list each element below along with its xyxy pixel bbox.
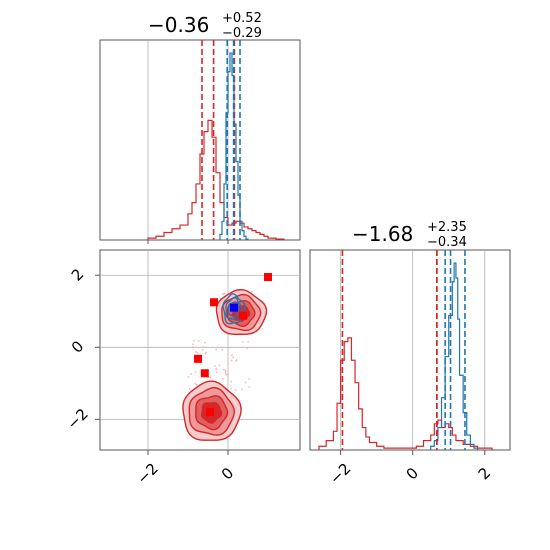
scatter-point	[223, 292, 226, 295]
blue-contour	[227, 301, 240, 318]
scatter-point	[248, 385, 251, 388]
title-superscript: +0.52	[222, 11, 262, 26]
scatter-point	[230, 354, 233, 357]
scatter-point	[204, 341, 206, 344]
scatter-point	[195, 351, 197, 353]
red-marker	[206, 408, 214, 417]
blue-contour	[222, 293, 246, 325]
histogram-content	[147, 40, 285, 240]
scatter-point	[204, 352, 207, 355]
scatter-point	[201, 348, 204, 351]
panel-top-left-histogram: −0.36 +0.52 −0.29	[99, 11, 301, 244]
scatter-point	[251, 290, 253, 293]
red-marker	[200, 369, 209, 378]
scatter-point	[234, 359, 237, 362]
red-marker	[239, 311, 248, 320]
scatter-point	[221, 348, 224, 351]
x-tick-label: 2	[475, 464, 494, 483]
scatter-point	[202, 345, 205, 348]
scatter-point	[229, 346, 232, 349]
title-subscript: −0.29	[222, 26, 262, 41]
scatter-point	[232, 356, 235, 359]
scatter-point	[224, 371, 227, 374]
scatter-point	[230, 359, 233, 362]
blue-marker	[230, 303, 238, 312]
blue-series-histogram	[430, 262, 479, 450]
scatter-point	[224, 369, 227, 372]
scatter-point	[187, 376, 190, 378]
scatter-point	[215, 368, 217, 371]
histogram-content	[318, 250, 493, 450]
title-value: −1.68	[352, 222, 413, 246]
scatter-point	[248, 378, 251, 380]
red-marker	[210, 298, 218, 307]
panel-bottom-right-histogram: −2 0 2 −1.68 +2.35 −0.34	[309, 220, 511, 488]
grid	[340, 250, 486, 450]
axis-ticks: −2 0 2	[326, 450, 494, 488]
scatter-point	[225, 373, 228, 376]
blue-contour	[225, 296, 243, 321]
scatter-point	[198, 340, 200, 342]
x-tick-label: −2	[133, 459, 161, 487]
scatter-point	[244, 381, 247, 384]
x-tick-label: 0	[403, 464, 422, 483]
panel-frame	[99, 39, 301, 241]
red-marker	[264, 273, 272, 282]
panel-title-top-left: −0.36	[148, 13, 209, 37]
scatter-point	[194, 371, 197, 374]
y-tick-label: 0	[68, 337, 87, 356]
scatter-point	[241, 388, 243, 391]
scatter-point	[190, 373, 192, 375]
scatter-point	[215, 371, 218, 374]
title-subscript: −0.34	[427, 235, 467, 250]
title-superscript: +2.35	[427, 220, 467, 235]
scatter-point	[209, 376, 212, 379]
scatter-point	[192, 339, 195, 342]
scatter-point	[194, 382, 197, 385]
scatter-point	[247, 340, 250, 343]
title-value: −0.36	[148, 13, 209, 37]
scatter-point	[192, 343, 194, 346]
red-series-histogram	[318, 337, 493, 450]
scatter-point	[230, 380, 232, 383]
y-tick-label: 2	[68, 265, 87, 284]
scatter-point	[188, 387, 191, 390]
scatter-point	[242, 341, 244, 343]
y-tick-label: −2	[63, 405, 91, 433]
scatter-point	[218, 364, 221, 367]
scatter-point	[246, 347, 249, 350]
contour-content	[182, 273, 272, 441]
x-tick-label: 0	[218, 464, 237, 483]
scatter-point	[230, 387, 232, 390]
scatter-point	[195, 383, 198, 386]
scatter-point	[222, 377, 224, 380]
red-series-histogram	[147, 119, 285, 240]
red-marker	[194, 354, 202, 363]
panel-title-bottom-right: −1.68	[352, 222, 413, 246]
scatter-point	[192, 346, 194, 348]
scatter-point	[221, 293, 224, 296]
panel-frame	[309, 249, 511, 451]
scatter-point	[222, 368, 225, 371]
scatter-point	[213, 365, 216, 367]
panel-bottom-left-contour: −2 0 2 0 −2	[63, 249, 301, 488]
scatter-point	[196, 352, 199, 355]
scatter-point	[215, 348, 217, 351]
scatter-point	[216, 346, 219, 349]
scatter-point	[234, 389, 237, 392]
x-tick-label: −2	[326, 459, 354, 487]
